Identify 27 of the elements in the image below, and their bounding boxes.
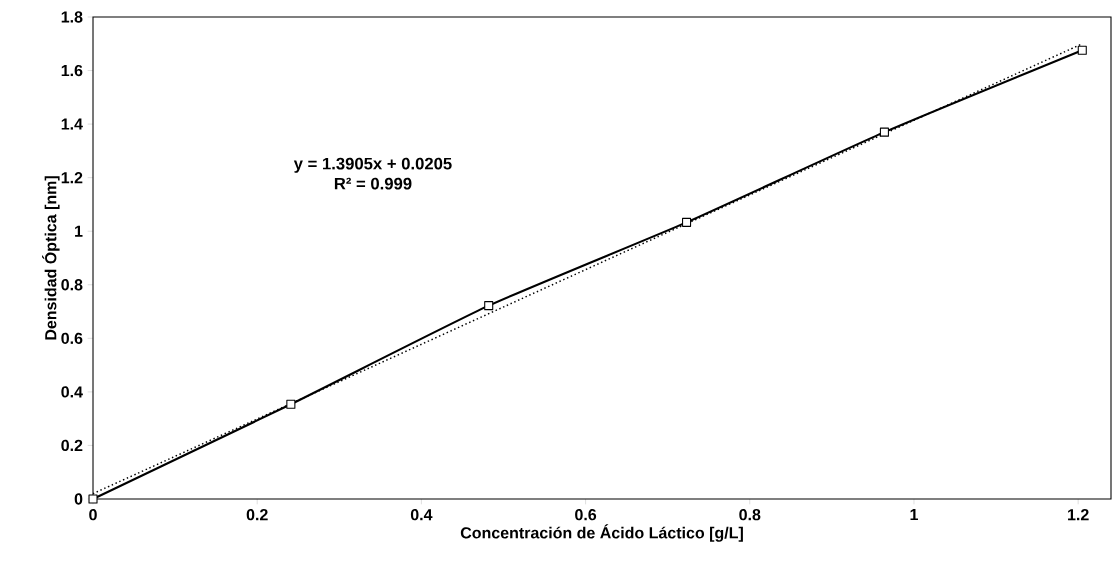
annotation: y = 1.3905x + 0.0205 xyxy=(293,157,452,173)
point xyxy=(1077,45,1087,55)
y-tick-label: 0.8 xyxy=(61,279,83,291)
y-axis-title: Densidad Óptica [nm] xyxy=(42,176,60,340)
x-tick-label: 0.4 xyxy=(410,509,433,521)
x-tick-label: 0.2 xyxy=(246,509,268,521)
point xyxy=(879,127,889,137)
x-tick-label: 0.8 xyxy=(739,509,761,521)
y-tick-label: 0.6 xyxy=(61,332,83,344)
y-tick-label: 1.8 xyxy=(61,11,83,23)
x-tick-label: 0 xyxy=(89,509,97,521)
annotation: R² = 0.999 xyxy=(334,177,412,190)
point xyxy=(286,399,296,409)
y-tick-label: 1 xyxy=(75,225,83,237)
point xyxy=(682,217,692,227)
y-tick-label: 0.4 xyxy=(61,386,83,398)
y-tick-label: 1.4 xyxy=(61,118,83,130)
y-tick-label: 0.2 xyxy=(61,439,83,452)
x-tick-label: 1 xyxy=(910,509,918,521)
x-tick-label: 1.2 xyxy=(1068,509,1089,521)
y-tick-label: 1.6 xyxy=(61,64,83,77)
point xyxy=(484,301,494,311)
x-axis-title: Concentración de Ácido Láctico [g/L] xyxy=(460,524,743,542)
x-tick-label: 0.6 xyxy=(575,509,597,521)
y-tick-label: 0 xyxy=(74,493,83,505)
y-tick-label: 1.2 xyxy=(61,172,83,184)
point xyxy=(88,494,98,504)
